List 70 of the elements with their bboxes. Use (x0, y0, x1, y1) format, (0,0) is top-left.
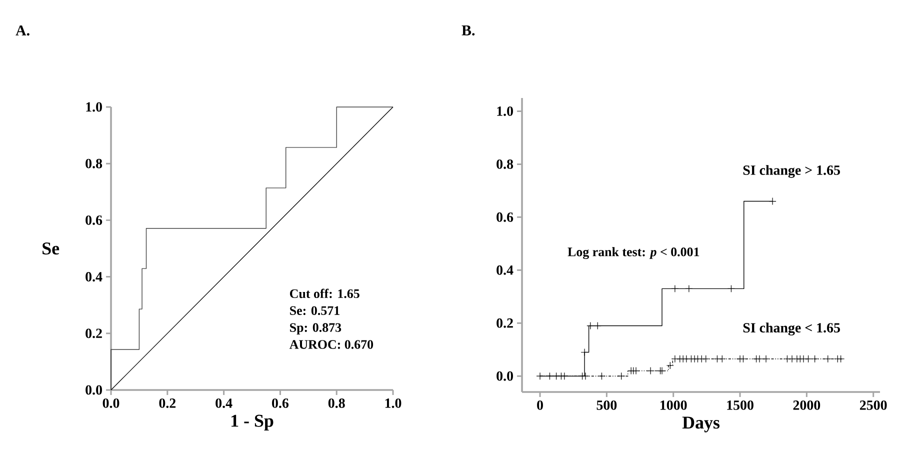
y-tick-label: 0.0 (496, 371, 513, 381)
point (586, 322, 594, 330)
point (658, 367, 666, 375)
point (618, 372, 626, 380)
x-axis-title: 1 - Sp (232, 414, 274, 430)
x-axis-title: Days (682, 416, 720, 432)
point (656, 367, 664, 375)
x-tick-label: 0.4 (216, 398, 232, 408)
point (666, 362, 674, 370)
x-tick-label: 1500 (727, 400, 754, 410)
point (788, 355, 796, 363)
point (536, 372, 544, 380)
annotation: Se: 0.571 (290, 306, 340, 316)
annotation: Log rank test: p < 0.001 (568, 247, 700, 260)
point (718, 355, 726, 363)
y-tick-label: 0.4 (496, 265, 514, 275)
point (560, 372, 568, 380)
point (698, 355, 706, 363)
annotation: Cut off: 1.65 (290, 288, 360, 298)
point (837, 355, 845, 363)
x-tick-label: 0.8 (328, 398, 345, 408)
x-tick-label: 2500 (860, 400, 887, 410)
x-tick-label: 1000 (660, 400, 687, 410)
x-tick-label: 2000 (793, 400, 820, 410)
y-tick-label: 1.0 (86, 102, 102, 112)
y-tick-label: 0.2 (86, 328, 102, 338)
point (727, 284, 735, 292)
y-tick-label: 0.8 (86, 158, 102, 168)
point (546, 372, 554, 380)
point (671, 284, 679, 292)
point (702, 355, 710, 363)
x-tick-label: 0.0 (102, 398, 120, 408)
y-tick-label: 0.8 (496, 159, 514, 169)
series-label: SI change > 1.65 (743, 165, 840, 178)
chart-title: B. (462, 26, 475, 36)
point (783, 355, 791, 363)
x-tick-label: 0.6 (272, 398, 289, 408)
point (762, 355, 770, 363)
y-axis-title: Se (42, 242, 60, 255)
x-tick-label: 0.2 (159, 398, 176, 408)
point (598, 372, 606, 380)
chart-title: A. (16, 26, 30, 36)
point (824, 355, 832, 363)
annotation: AUROC: 0.670 (289, 340, 374, 349)
x-tick-label: 500 (596, 400, 617, 410)
point (552, 372, 560, 380)
point (582, 372, 590, 380)
y-tick-label: 0.6 (86, 215, 102, 225)
point (594, 322, 602, 330)
point (768, 197, 776, 206)
point (632, 367, 640, 375)
point (682, 355, 690, 363)
point (800, 355, 808, 363)
y-tick-label: 0.2 (496, 318, 513, 328)
point (739, 355, 747, 363)
y-tick-label: 0.4 (86, 272, 102, 282)
point (811, 355, 819, 363)
point (713, 355, 721, 363)
y-tick-label: 1.0 (497, 106, 513, 116)
point (671, 355, 679, 363)
point (685, 284, 693, 292)
point (804, 355, 812, 363)
point (646, 367, 654, 375)
x-tick-label: 1.0 (385, 398, 402, 408)
series-label: SI change < 1.65 (743, 322, 840, 336)
point (756, 355, 764, 363)
y-tick-label: 0.6 (496, 212, 514, 222)
x-tick-label: 0 (537, 400, 543, 410)
annotation: Sp: 0.873 (290, 323, 342, 335)
y-tick-label: 0.0 (86, 385, 102, 395)
